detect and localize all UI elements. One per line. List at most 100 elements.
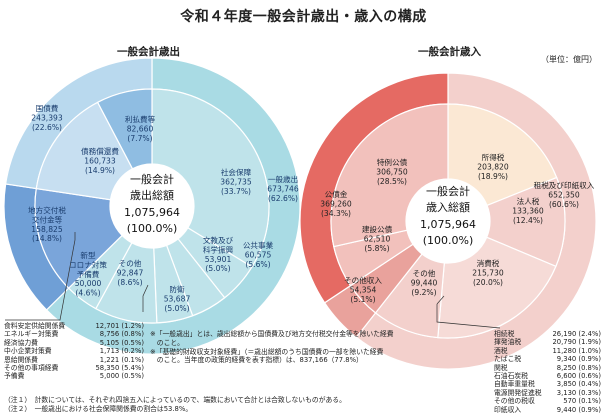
slice-label: 公共事業 60,575 (5.6%)	[243, 240, 274, 269]
center-line1: 一般会計	[426, 184, 470, 198]
unit-label: （単位：億円）	[541, 55, 597, 64]
breakdown-row: 電源開発促進税 3,130 (0.3%)	[494, 389, 601, 397]
slice-label: 特例公債 306,750 (28.5%)	[376, 157, 408, 186]
breakdown-value: 1,713 (0.2%)	[99, 347, 144, 356]
slice-label: 建設公債 62,510 (5.8%)	[362, 224, 393, 253]
slice-label: 新型コロナ対策予備費 50,000 (4.6%)	[69, 250, 107, 298]
slice-label: 利払費等 82,660 (7.7%)	[125, 114, 156, 143]
expenditure-title: 一般会計歳出	[117, 46, 180, 58]
slice-label: 地方交付税交付金等 158,825 (14.8%)	[28, 205, 66, 243]
breakdown-row: 石油石炭税 6,600 (0.6%)	[494, 372, 601, 380]
center-total: 1,075,964	[420, 218, 476, 231]
slice-label: その他収入 54,354 (5.1%)	[344, 275, 382, 304]
footnote-2: （注２） 一般歳出における社会保障関係費の割合は53.8%。	[4, 404, 193, 413]
breakdown-row: 相続税 26,190 (2.4%)	[494, 330, 601, 338]
breakdown-name: 恩給関係費	[4, 355, 38, 364]
center-pct: (100.0%)	[423, 234, 474, 247]
slice-label: 防衛 53,687 (5.0%)	[164, 284, 191, 313]
breakdown-row: 関税 8,250 (0.8%)	[494, 364, 601, 372]
breakdown-value: 20,790 (1.9%)	[552, 338, 601, 347]
expenditure-inner-slice-6	[34, 187, 123, 289]
slice-label: 租税及び印紙収入 652,350 (60.6%)	[534, 180, 595, 209]
revenue-title: 一般会計歳入	[418, 46, 481, 58]
slice-label: 消費税 215,730 (20.0%)	[472, 258, 504, 287]
breakdown-value: 570 (0.1%)	[563, 397, 601, 406]
breakdown-value: 5,105 (0.5%)	[99, 338, 144, 347]
breakdown-row: 経済協力費 5,105 (0.5%)	[4, 339, 144, 347]
revenue-inner-slice-6	[330, 103, 449, 248]
breakdown-value: 12,701 (1.2%)	[95, 322, 144, 330]
breakdown-value: 8,250 (0.8%)	[556, 363, 601, 372]
slice-label: 国債費 243,393 (22.6%)	[31, 103, 63, 132]
breakdown-value: 8,756 (0.8%)	[99, 330, 144, 339]
breakdown-row: 揮発油税 20,790 (1.9%)	[494, 338, 601, 346]
breakdown-value: 9,440 (0.9%)	[556, 405, 601, 414]
breakdown-row: エネルギー対策費 8,756 (0.8%)	[4, 330, 144, 338]
breakdown-name: 予備費	[4, 372, 25, 381]
breakdown-row: その他の税収 570 (0.1%)	[494, 397, 601, 405]
center-line2: 歳入総額	[426, 200, 470, 214]
expenditure-inner-slice-0	[151, 88, 270, 268]
expenditure-rings	[3, 57, 301, 355]
note-1b: のこと。	[150, 338, 184, 347]
breakdown-name: 相続税	[494, 330, 515, 338]
breakdown-row: 印紙収入 9,440 (0.9%)	[494, 406, 601, 414]
breakdown-row: 酒税 11,280 (1.0%)	[494, 347, 601, 355]
breakdown-name: その他の事項経費	[4, 364, 59, 373]
breakdown-name: たばこ税	[494, 355, 522, 364]
breakdown-name: 関税	[494, 363, 508, 372]
breakdown-value: 58,350 (5.4%)	[95, 364, 144, 373]
breakdown-row: たばこ税 9,340 (0.9%)	[494, 355, 601, 363]
breakdown-row: 中小企業対策費 1,713 (0.2%)	[4, 347, 144, 355]
slice-label: 債務償還費 160,733 (14.9%)	[81, 146, 119, 175]
revenue-rings	[299, 72, 597, 370]
breakdown-name: 食料安定供給関係費	[4, 322, 66, 330]
slice-label: 公債金 369,260 (34.3%)	[320, 189, 352, 218]
breakdown-name: その他の税収	[494, 397, 535, 406]
breakdown-value: 1,221 (0.1%)	[99, 355, 144, 364]
breakdown-value: 3,130 (0.3%)	[556, 388, 601, 397]
slice-label: 法人税 133,360 (12.4%)	[512, 196, 544, 225]
page-title: 令和４年度一般会計歳出・歳入の構成	[180, 9, 427, 25]
definition-notes: ※「一般歳出」とは、歳出総額から国債費及び地方交付税交付金等を除いた経費 のこと…	[150, 330, 394, 365]
leader-line	[436, 304, 501, 329]
expenditure-inner-slice-7	[35, 101, 134, 201]
breakdown-name: 自動車重量税	[494, 380, 535, 389]
breakdown-value: 9,340 (0.9%)	[556, 355, 601, 364]
breakdown-row: 恩給関係費 1,221 (0.1%)	[4, 356, 144, 364]
breakdown-row: 予備費 5,000 (0.5%)	[4, 372, 144, 380]
slice-label: その他 92,847 (8.6%)	[117, 258, 144, 287]
slice-label: 社会保障 362,735 (33.7%)	[220, 167, 252, 196]
breakdown-name: エネルギー対策費	[4, 330, 59, 339]
slice-label: 文教及び科学振興 53,901 (5.0%)	[203, 235, 234, 273]
note-2b: のこと。当年度の政策的経費を表す指標）は、837,166（77.8%）	[150, 356, 363, 365]
breakdown-row: 自動車重量税 3,850 (0.4%)	[494, 380, 601, 388]
breakdown-row: その他の事項経費 58,350 (5.4%)	[4, 364, 144, 372]
breakdown-name: 石油石炭税	[494, 372, 528, 381]
leader-line	[5, 232, 76, 321]
footnote-1: （注１） 計数については、それぞれ四捨五入によっているので、端数において合計とは…	[4, 396, 346, 404]
note-2: ※「基礎的財政収支対象経費」（＝歳出総額のうち国債費の一部を除いた経費	[150, 347, 384, 356]
breakdown-value: 3,850 (0.4%)	[556, 380, 601, 389]
breakdown-value: 5,000 (0.5%)	[99, 372, 144, 381]
breakdown-value: 6,600 (0.6%)	[556, 372, 601, 381]
breakdown-value: 11,280 (1.0%)	[552, 346, 601, 355]
breakdown-name: 印紙収入	[494, 405, 522, 414]
revenue-breakdown: 相続税 26,190 (2.4%) 揮発油税 20,790 (1.9%) 酒税 11,28…	[494, 330, 601, 414]
breakdown-name: 揮発油税	[494, 338, 522, 347]
revenue-inner-slice-2	[437, 236, 557, 339]
center-line1: 一般会計	[130, 172, 174, 186]
slice-label: 一般歳出 673,746 (62.6%)	[267, 174, 299, 203]
leader-line	[142, 284, 149, 312]
breakdown-name: 酒税	[494, 346, 508, 355]
breakdown-row: 食料安定供給関係費 12,701 (1.2%)	[4, 322, 144, 330]
center-line2: 歳出総額	[130, 188, 174, 202]
breakdown-name: 中小企業対策費	[4, 347, 52, 356]
slice-label: その他 99,440 (9.2%)	[411, 268, 438, 297]
expenditure-inner-slice-8	[96, 88, 153, 170]
leader-line	[436, 295, 445, 305]
breakdown-name: 経済協力費	[4, 338, 38, 347]
note-1: ※「一般歳出」とは、歳出総額から国債費及び地方交付税交付金等を除いた経費	[150, 330, 394, 338]
revenue-inner-slice-0	[447, 103, 558, 207]
